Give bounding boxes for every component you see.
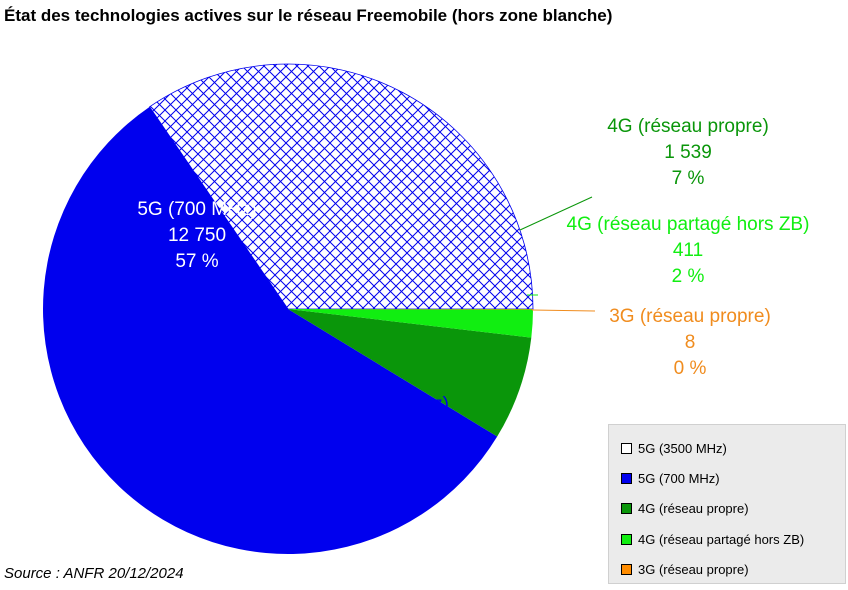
slice-label-value: 411 — [673, 240, 703, 261]
pie-slice — [288, 309, 534, 310]
slice-label-value: 8 — [685, 332, 696, 353]
legend-swatch — [621, 564, 632, 576]
slice-label-name: 4G (réseau partagé hors ZB) — [567, 214, 810, 235]
pie-slice — [43, 106, 498, 554]
pie-slice — [288, 309, 533, 338]
legend-item: 5G (700 MHz) — [609, 463, 845, 493]
legend-item: 4G (réseau propre) — [609, 494, 845, 524]
leader-line — [531, 309, 596, 312]
pie-slice — [149, 63, 534, 310]
legend-label: 4G (réseau partagé hors ZB) — [638, 531, 805, 547]
legend-swatch — [621, 503, 632, 515]
slice-label-name: 4G (réseau propre) — [607, 116, 769, 137]
legend-swatch — [621, 533, 632, 545]
legend-label: 3G (réseau propre) — [638, 562, 749, 578]
legend-swatch — [621, 442, 632, 454]
slice-label-value: 7 766 — [360, 420, 408, 441]
chart-title: État des technologies actives sur le rés… — [4, 6, 613, 25]
legend-label: 4G (réseau propre) — [638, 501, 749, 517]
legend: 5G (3500 MHz) 5G (700 MHz) 4G (réseau pr… — [608, 424, 846, 584]
leader-line — [519, 196, 593, 231]
legend-label: 5G (700 MHz) — [638, 471, 720, 487]
slice-label-name: 5G (700 MHz) — [137, 199, 256, 220]
slice-label-percent: 0 % — [674, 358, 707, 379]
slice-label-value: 12 750 — [168, 225, 226, 246]
legend-label: 5G (3500 MHz) — [638, 440, 727, 456]
legend-item: 5G (3500 MHz) — [609, 433, 845, 463]
legend-item: 4G (réseau partagé hors ZB) — [609, 524, 845, 554]
slice-label-name: 3G (réseau propre) — [609, 306, 771, 327]
slice-label-percent: 7 % — [672, 168, 705, 189]
slice-label-percent: 2 % — [672, 266, 705, 287]
legend-item: 3G (réseau propre) — [609, 555, 845, 585]
slice-label-name: 5G (3500 MHz) — [319, 394, 449, 415]
legend-swatch — [621, 473, 632, 485]
slice-label-value: 1 539 — [664, 142, 712, 163]
pie-slice — [288, 309, 532, 437]
slice-label-percent: 57 % — [175, 251, 218, 272]
source-note: Source : ANFR 20/12/2024 — [4, 565, 184, 582]
slice-label-percent: 35 % — [362, 446, 405, 467]
